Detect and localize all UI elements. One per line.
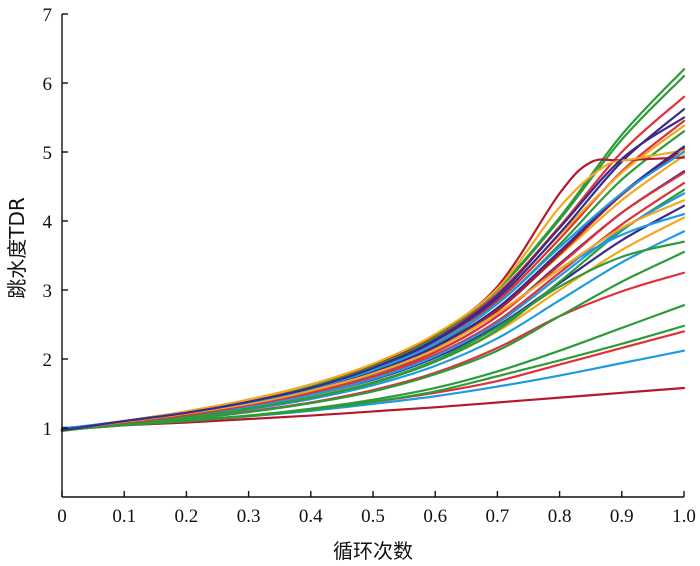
y-tick-label: 5 bbox=[43, 143, 53, 164]
x-axis-ticks: 0 0.1 0.2 0.3 0.4 0.5 0.6 0.7 0.8 0.9 1.0 bbox=[57, 491, 696, 527]
x-tick-label: 0.5 bbox=[361, 506, 385, 527]
x-tick-label: 0.7 bbox=[486, 506, 510, 527]
series-line-26 bbox=[60, 213, 686, 430]
series-lines bbox=[60, 68, 686, 432]
series-line-5 bbox=[60, 304, 686, 432]
x-tick-label: 0 bbox=[57, 506, 67, 527]
y-axis-ticks: 1 2 3 4 5 6 7 bbox=[43, 5, 68, 440]
x-axis-title: 循环次数 bbox=[333, 539, 413, 563]
y-axis-title: 跳水度TDR bbox=[5, 197, 29, 299]
x-tick-label: 0.6 bbox=[423, 506, 447, 527]
y-tick-label: 4 bbox=[43, 212, 53, 233]
x-tick-label: 0.4 bbox=[299, 506, 323, 527]
x-tick-label: 0.8 bbox=[548, 506, 572, 527]
y-tick-label: 7 bbox=[43, 5, 53, 26]
x-tick-label: 0.3 bbox=[237, 506, 261, 527]
x-tick-label: 0.2 bbox=[175, 506, 199, 527]
y-tick-label: 1 bbox=[43, 419, 53, 440]
series-line-7 bbox=[60, 250, 686, 432]
y-tick-label: 6 bbox=[43, 74, 53, 95]
x-tick-label: 0.9 bbox=[610, 506, 634, 527]
y-tick-label: 2 bbox=[43, 350, 53, 371]
x-tick-label: 1.0 bbox=[672, 506, 696, 527]
series-line-6 bbox=[60, 271, 686, 431]
series-line-27 bbox=[60, 240, 686, 432]
x-tick-label: 0.1 bbox=[112, 506, 136, 527]
series-line-32 bbox=[60, 116, 686, 432]
y-tick-label: 3 bbox=[43, 281, 53, 302]
series-line-29 bbox=[60, 171, 686, 431]
series-line-25 bbox=[60, 149, 686, 431]
